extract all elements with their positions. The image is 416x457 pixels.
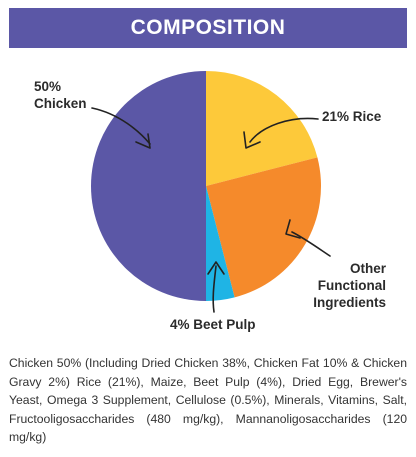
slice-label-rice: 21% Rice xyxy=(322,108,381,125)
composition-title: COMPOSITION xyxy=(130,16,286,39)
other-arrow xyxy=(291,231,331,257)
pie-slice-chicken xyxy=(91,71,206,301)
slice-label-chicken-line2: Chicken xyxy=(34,96,87,111)
composition-text: Chicken 50% (Including Dried Chicken 38%… xyxy=(9,356,407,444)
slice-label-beet-line1: 4% Beet Pulp xyxy=(170,317,256,332)
beet-arrow xyxy=(212,265,217,313)
pie-slice-beet-pulp xyxy=(206,186,235,301)
composition-pie-chart: 50% Chicken 21% Rice Other Functional In… xyxy=(0,52,416,342)
pie-slice-rice xyxy=(206,71,318,186)
rice-arrow xyxy=(249,117,319,143)
pie-slice-other xyxy=(206,157,321,298)
composition-header: COMPOSITION xyxy=(9,8,407,48)
chicken-arrow xyxy=(91,107,151,145)
slice-label-beet-pulp: 4% Beet Pulp xyxy=(170,316,256,333)
slice-label-chicken-line1: 50% xyxy=(34,79,62,94)
slice-label-other: Other Functional Ingredients xyxy=(300,260,386,311)
other-arrow-head xyxy=(285,219,301,239)
beet-arrow-head xyxy=(207,261,225,275)
pie-svg xyxy=(91,71,331,313)
slice-label-other-line1: Other xyxy=(349,261,386,276)
slice-label-rice-line1: 21% Rice xyxy=(322,109,382,124)
rice-arrow-head xyxy=(243,131,261,149)
slice-label-other-line2: Functional xyxy=(317,278,386,293)
slice-label-chicken: 50% Chicken xyxy=(34,78,87,112)
slice-label-other-line3: Ingredients xyxy=(313,295,386,310)
chicken-arrow-head xyxy=(135,133,151,149)
